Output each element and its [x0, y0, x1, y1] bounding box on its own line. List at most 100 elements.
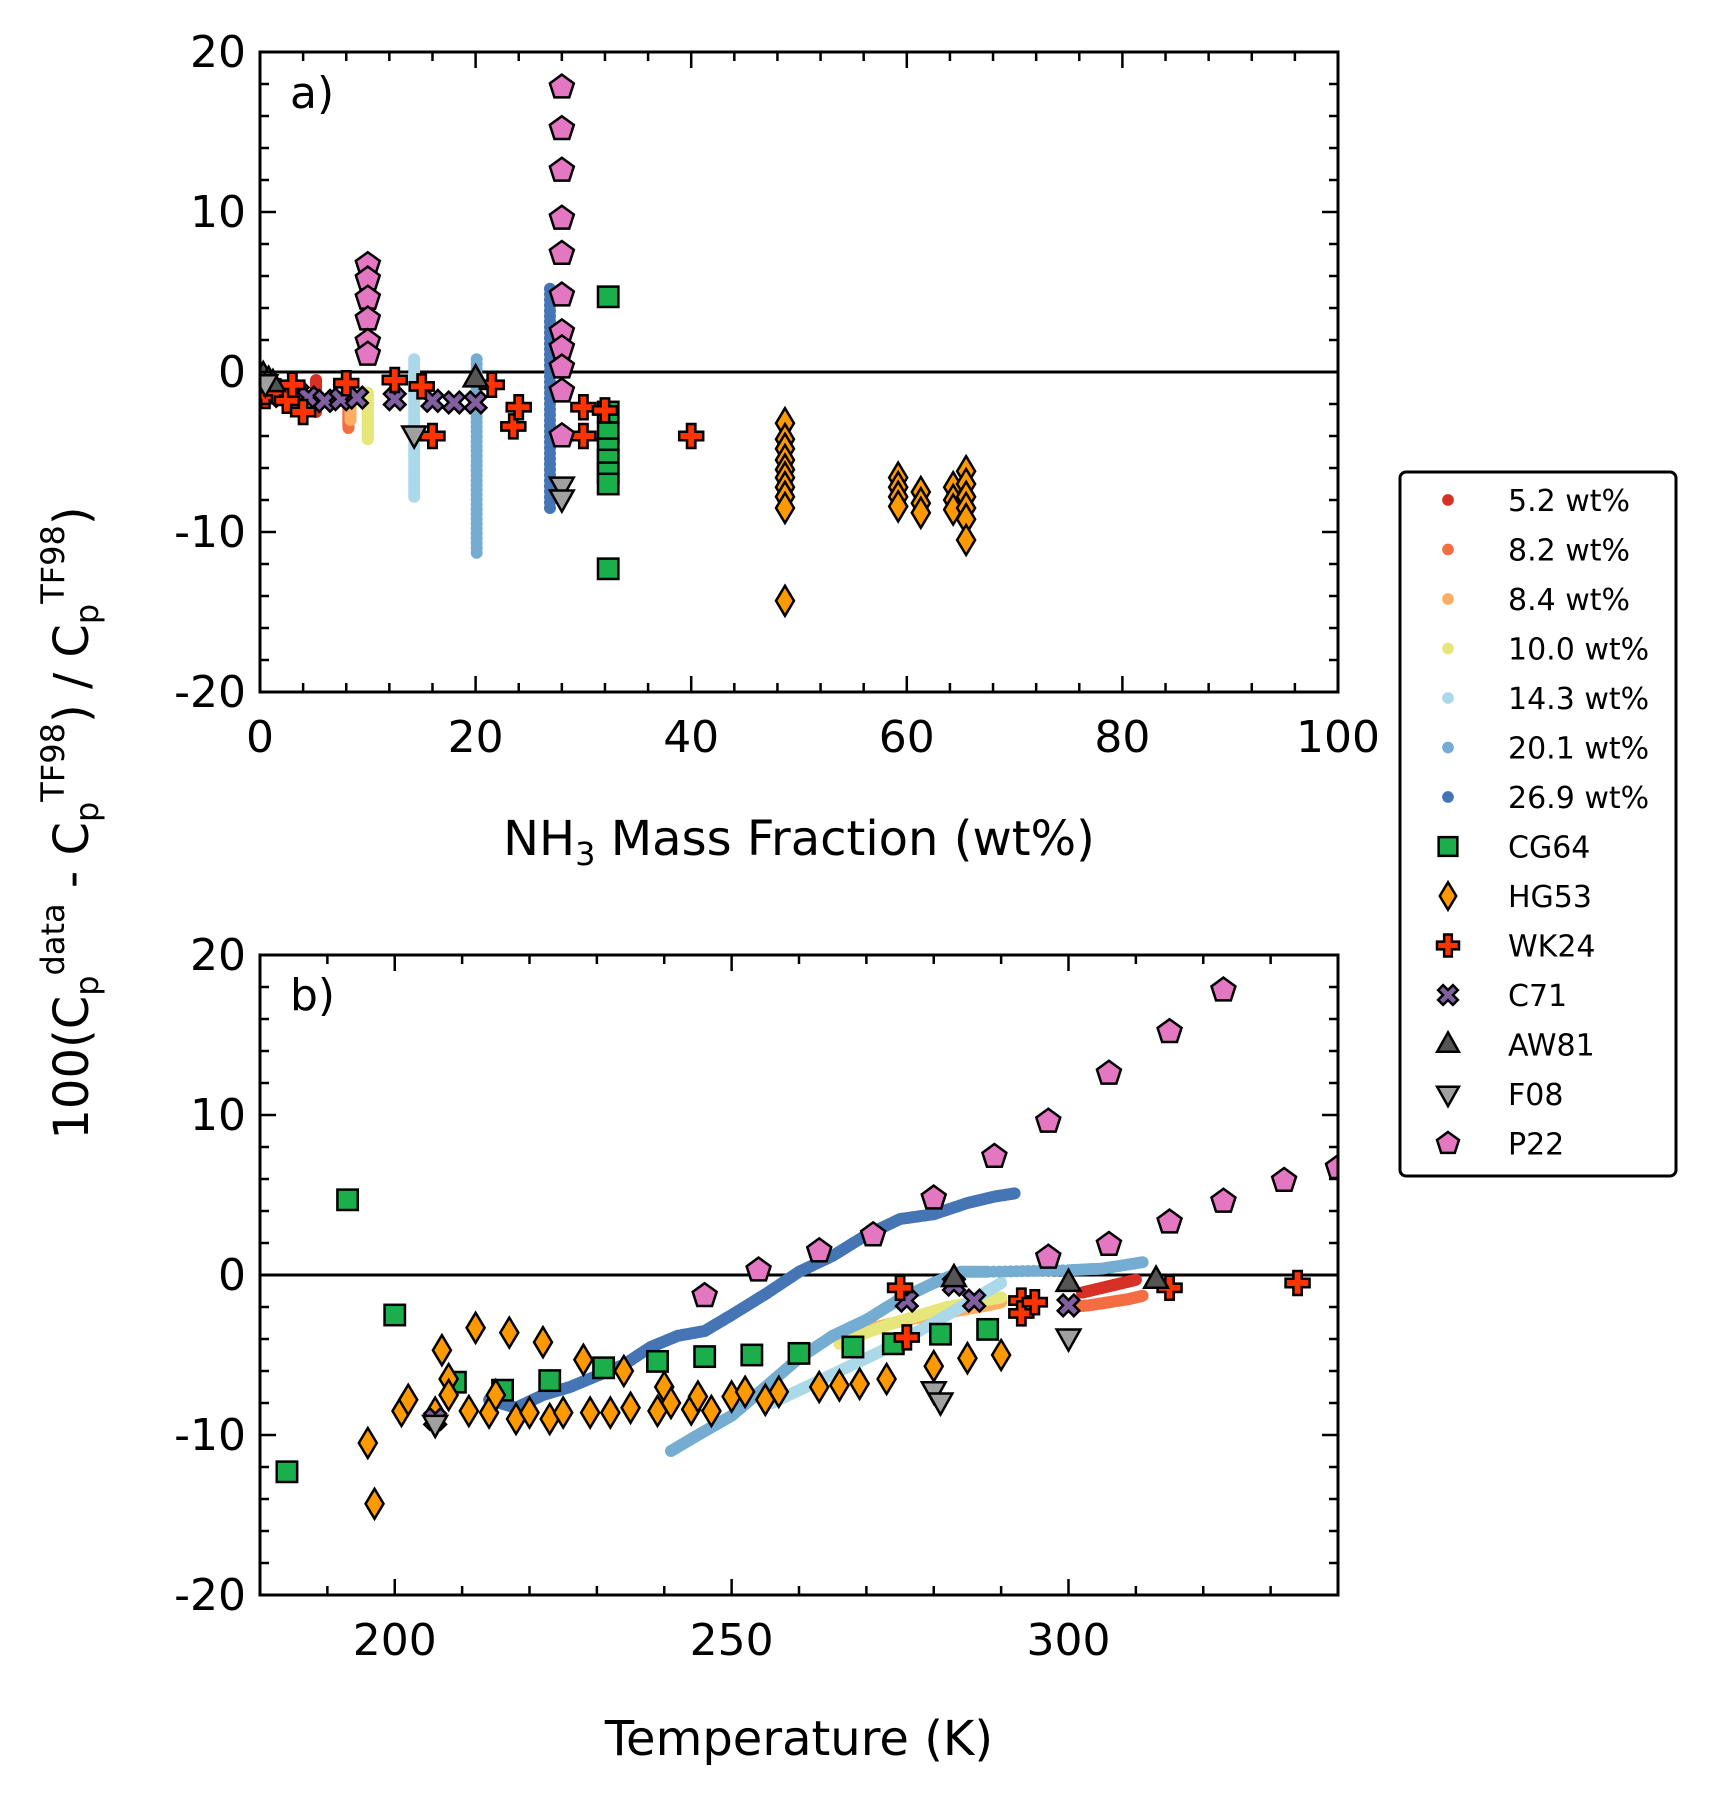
panel-b-label: b)	[290, 970, 335, 1021]
panel-b-ytick-label: 0	[218, 1250, 246, 1301]
legend-label-hg53: HG53	[1508, 880, 1592, 915]
panel-b-series-5-2-wt	[1075, 1273, 1142, 1299]
panel-a-point-p22	[548, 204, 576, 230]
panel-b-point-hg53	[364, 1486, 385, 1522]
panel-a-point-5-2-wt	[310, 374, 323, 386]
panel-a-ytick-label: 10	[190, 187, 246, 238]
legend-frame	[1398, 470, 1678, 1178]
panel-a-point-cg64	[596, 472, 620, 496]
panel-b-point-p22	[1210, 976, 1237, 1002]
panel-a-ytick-label: -20	[174, 667, 246, 718]
panel-a-point-p22	[548, 114, 576, 141]
panel-b-xlabel: Temperature (K)	[604, 1711, 993, 1767]
panel-b-point-hg53	[438, 1377, 460, 1413]
panel-b-point-20-1-wt	[1136, 1256, 1149, 1269]
panel-b-ytick-label: -10	[174, 1410, 246, 1461]
legend-marker-14-3-wt	[1442, 692, 1454, 704]
panel-b-point-10-0-wt	[995, 1291, 1008, 1304]
panel-b-point-cg64	[592, 1356, 616, 1380]
legend-label-26-9-wt: 26.9 wt%	[1508, 781, 1649, 816]
legend-marker-wk24	[1435, 933, 1461, 958]
panel-b-point-26-9-wt	[1008, 1187, 1021, 1200]
panel-a-xtick-label: 60	[879, 712, 935, 763]
legend-entry-f08: F08	[1434, 1078, 1563, 1113]
panel-b-point-c71	[961, 1288, 987, 1314]
legend-marker-10-0-wt	[1442, 642, 1454, 655]
panel-b-point-hg53	[431, 1332, 453, 1368]
panel-a-point-20-1-wt	[470, 353, 483, 366]
legend-label-cg64: CG64	[1508, 831, 1590, 866]
panel-b-point-hg53	[990, 1337, 1012, 1373]
panel-b-point-hg53	[357, 1425, 379, 1461]
panel-b-point-p22	[745, 1256, 773, 1282]
panel-a-series-p22	[354, 73, 576, 448]
panel-a-point-wk24	[408, 373, 435, 400]
panel-a-point-f08	[400, 425, 429, 451]
legend-marker-20-1-wt	[1442, 741, 1454, 754]
legend-marker-8-2-wt	[1442, 543, 1454, 556]
panel-a-point-hg53	[910, 495, 932, 531]
legend-entry-p22: P22	[1435, 1128, 1564, 1163]
panel-b-point-hg53	[828, 1367, 850, 1403]
panel-b-series-cg64	[275, 1188, 1000, 1484]
panel-a-point-f08	[547, 476, 576, 502]
panel-b-point-14-3-wt	[995, 1277, 1008, 1289]
panel-b-point-wk24	[886, 1274, 914, 1302]
legend-label-wk24: WK24	[1508, 930, 1596, 965]
panel-a-point-p22	[548, 281, 576, 307]
panel-b-point-hg53	[465, 1310, 487, 1346]
panel-a-series-f08	[260, 374, 576, 515]
panel-b-series-f08	[421, 1328, 1083, 1440]
panel-a-marks	[260, 73, 1338, 619]
panel-b-point-cg64	[693, 1345, 717, 1369]
panel-b-point-p22	[1156, 1017, 1184, 1044]
panel-b-point-hg53	[660, 1385, 682, 1421]
panel-a-point-f08	[260, 374, 280, 399]
panel-b-point-hg53	[687, 1379, 709, 1415]
panel-a-point-hg53	[774, 490, 796, 526]
legend-entry-cg64: CG64	[1437, 831, 1590, 866]
legend-label-10-0-wt: 10.0 wt%	[1508, 633, 1649, 668]
panel-a-point-p22	[548, 73, 576, 99]
panel-b-point-hg53	[734, 1374, 756, 1410]
panel-b-point-hg53	[572, 1342, 594, 1378]
legend-marker-26-9-wt	[1442, 791, 1454, 803]
panel-b-series-p22	[691, 976, 1338, 1308]
panel-a-xtick-label: 80	[1094, 712, 1150, 763]
legend-items: 5.2 wt% 8.2 wt% 8.4 wt% 10.0 wt% 14.3 wt% 20.…	[1434, 484, 1649, 1163]
panel-a-point-wk24	[505, 393, 532, 421]
panel-b: 20 10 0 -10 -20 200 250 300 b) Temperature (K)	[174, 930, 1340, 1767]
legend-label-5-2-wt: 5.2 wt%	[1508, 484, 1630, 519]
panel-b-point-hg53	[532, 1324, 554, 1360]
panel-b-ytick-label: 10	[190, 1090, 246, 1141]
panel-b-point-hg53	[519, 1395, 540, 1431]
panel-b-series-aw81	[939, 1262, 1171, 1293]
panel-b-point-f08	[421, 1414, 450, 1440]
panel-a-point-wk24	[591, 397, 619, 424]
panel-b-point-cg64	[383, 1303, 407, 1327]
panel-b-point-hg53	[498, 1315, 520, 1351]
legend-marker-c71	[1436, 983, 1460, 1007]
panel-a-point-p22	[548, 156, 576, 182]
panel-a-ytick-label: 20	[190, 27, 246, 78]
legend-entry-14-3-wt: 14.3 wt%	[1442, 682, 1649, 717]
panel-b-point-hg53	[485, 1377, 507, 1413]
panel-b-point-cg64	[740, 1343, 764, 1367]
panel-a-point-c71	[463, 389, 489, 415]
panel-b-point-p22	[1095, 1230, 1123, 1257]
panel-b-point-p22	[1034, 1107, 1062, 1133]
legend-label-f08: F08	[1508, 1078, 1563, 1113]
panel-a-xtick-label: 100	[1296, 712, 1380, 763]
panel-b-series-wk24	[886, 1269, 1311, 1351]
panel-b-point-p22	[859, 1220, 887, 1247]
panel-a-point-14-3-wt	[408, 353, 421, 366]
panel-b-point-5-2-wt	[1129, 1273, 1142, 1286]
panel-b-series-26-9-wt	[483, 1187, 1021, 1414]
panel-b-point-p22	[1210, 1187, 1237, 1213]
panel-b-point-p22	[1324, 1153, 1338, 1180]
panel-a-point-f08	[547, 489, 576, 515]
panel-a-point-cg64	[596, 557, 620, 581]
panel-b-point-8-2-wt	[1136, 1289, 1149, 1302]
